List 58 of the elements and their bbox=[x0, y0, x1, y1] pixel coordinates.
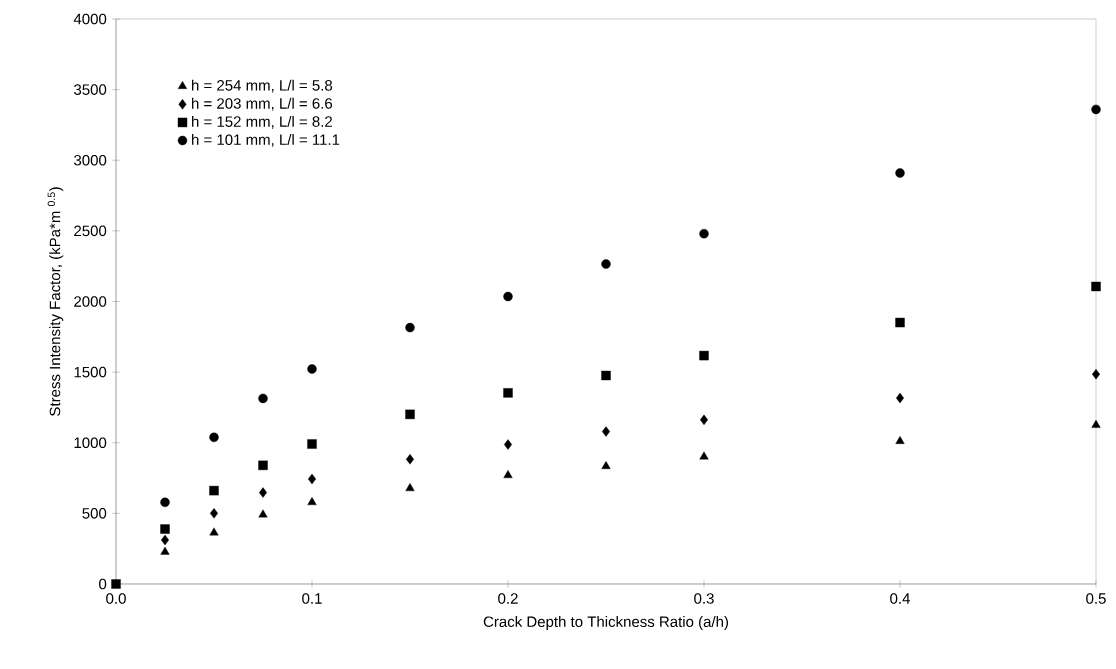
point bbox=[699, 228, 709, 239]
point bbox=[503, 291, 513, 302]
y-tick-label: 2500 bbox=[74, 225, 107, 237]
point bbox=[1091, 281, 1101, 292]
y-tick-label: 1000 bbox=[74, 437, 107, 449]
point bbox=[160, 524, 170, 534]
point bbox=[209, 527, 219, 536]
point bbox=[601, 259, 611, 269]
point bbox=[405, 322, 415, 333]
y-tick-label: 2000 bbox=[74, 296, 107, 307]
y-tick-label: 500 bbox=[82, 508, 107, 519]
y-tick-label: 4000 bbox=[73, 13, 107, 25]
y-tick-label: 3500 bbox=[74, 84, 107, 95]
point bbox=[699, 451, 709, 460]
legend-label: h = 101 mm, L/l = 11.1 bbox=[192, 133, 340, 147]
point bbox=[209, 485, 219, 496]
point bbox=[1091, 104, 1101, 115]
legend-label: h = 203 mm, L/l = 6.6 bbox=[192, 97, 333, 111]
point bbox=[258, 393, 268, 404]
x-tick-label: 0.3 bbox=[694, 593, 714, 604]
y-axis-title: Stress Intensity Factor, (kPa*m $^{0.5}$) bbox=[47, 187, 64, 416]
point bbox=[210, 508, 218, 519]
x-axis-title: Crack Depth to Thickness Ratio (a/h) bbox=[483, 616, 729, 630]
legend-label: h = 254 mm, L/l = 5.8 bbox=[192, 79, 333, 93]
point bbox=[699, 350, 709, 361]
point bbox=[503, 388, 513, 398]
point bbox=[406, 454, 414, 465]
point bbox=[1091, 419, 1101, 428]
point bbox=[602, 426, 610, 437]
point bbox=[895, 435, 905, 444]
point bbox=[209, 432, 219, 443]
point bbox=[307, 497, 317, 506]
point bbox=[1092, 369, 1100, 380]
point bbox=[405, 409, 415, 420]
point bbox=[160, 497, 170, 508]
point bbox=[895, 168, 905, 178]
point bbox=[601, 461, 611, 470]
x-tick-label: 0.1 bbox=[302, 593, 322, 604]
y-tick-label: 1500 bbox=[74, 366, 107, 378]
point bbox=[504, 439, 512, 450]
x-tick-label: 0.2 bbox=[498, 593, 518, 604]
x-tick-label: 0.0 bbox=[106, 593, 126, 604]
point bbox=[601, 370, 611, 381]
point bbox=[307, 364, 317, 374]
point bbox=[503, 470, 513, 479]
x-tick-label: 0.5 bbox=[1086, 593, 1106, 604]
y-tick-label: 0 bbox=[99, 578, 107, 590]
point bbox=[111, 579, 121, 589]
point bbox=[405, 483, 415, 492]
x-tick-label: 0.4 bbox=[890, 593, 910, 604]
point bbox=[258, 509, 268, 518]
point bbox=[258, 460, 268, 471]
legend-label: h = 152 mm, L/l = 8.2 bbox=[192, 115, 332, 129]
point bbox=[259, 487, 267, 498]
y-tick-label: 3000 bbox=[74, 154, 107, 166]
point bbox=[895, 317, 905, 328]
point bbox=[307, 439, 317, 449]
point bbox=[160, 546, 170, 555]
